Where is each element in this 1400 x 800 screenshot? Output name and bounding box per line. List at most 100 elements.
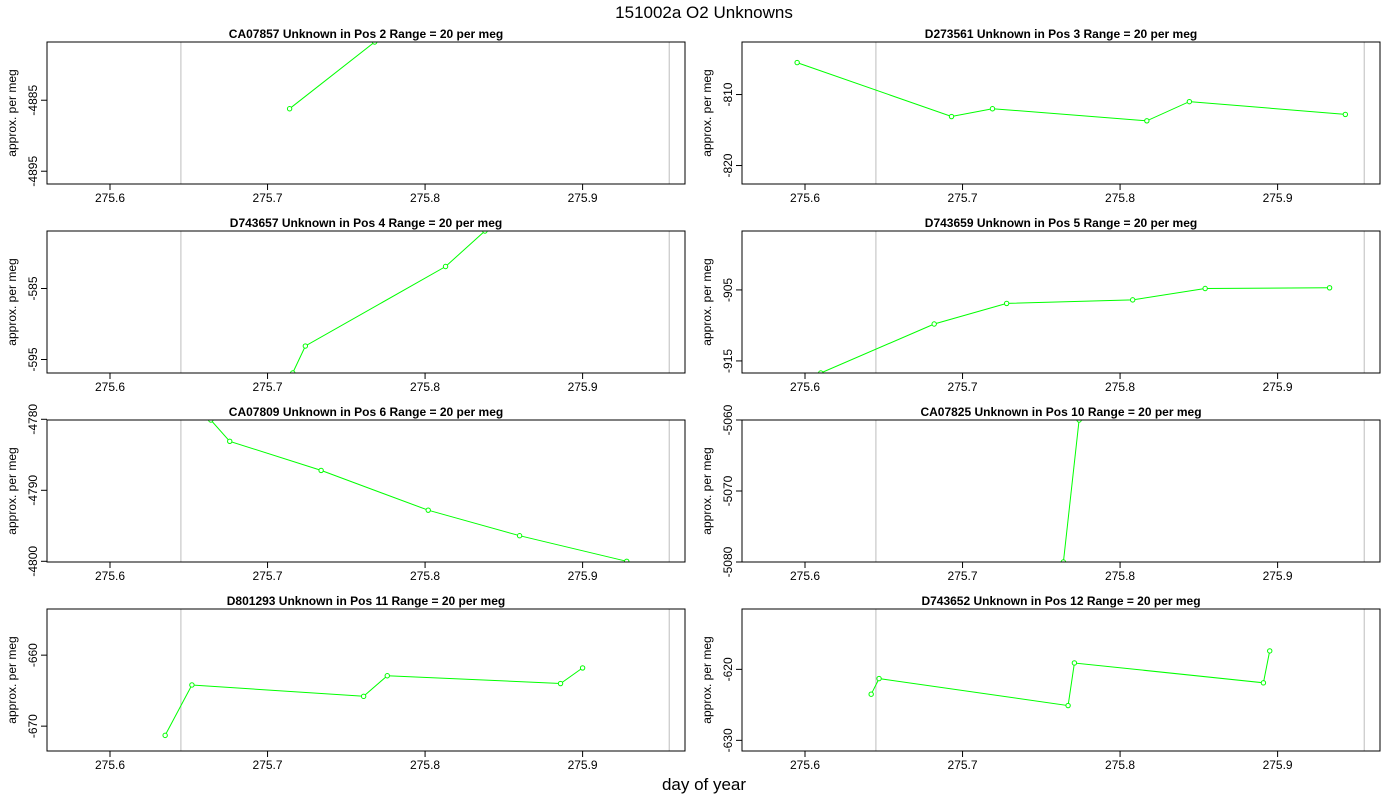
series-line <box>292 231 486 373</box>
data-point <box>624 558 630 562</box>
x-tick-label: 275.9 <box>568 380 598 394</box>
y-tick-label: -4800 <box>26 546 40 577</box>
panel-4: D743659 Unknown in Pos 5 Range = 20 per … <box>700 216 1381 394</box>
panel-title: D743652 Unknown in Pos 12 Range = 20 per… <box>921 594 1200 608</box>
plot-frame <box>46 41 686 185</box>
x-tick-label: 275.8 <box>1105 191 1135 205</box>
series-group <box>1060 420 1082 562</box>
plot-frame <box>741 230 1381 374</box>
x-tick-label: 275.6 <box>790 569 820 583</box>
plot-frame <box>741 419 1381 563</box>
data-point <box>1342 111 1349 118</box>
x-tick-label: 275.7 <box>948 569 978 583</box>
series-group <box>162 665 586 739</box>
panel-2: D273561 Unknown in Pos 3 Range = 20 per … <box>700 27 1381 205</box>
data-point <box>371 42 378 45</box>
x-tick-label: 275.8 <box>1105 380 1135 394</box>
data-point <box>384 673 390 679</box>
data-point <box>989 106 996 112</box>
y-axis-label: approx. per meg <box>700 447 714 534</box>
data-point <box>1202 285 1208 292</box>
panel-6: CA07825 Unknown in Pos 10 Range = 20 per… <box>700 404 1381 583</box>
x-tick-label: 275.8 <box>1105 569 1135 583</box>
figure-title: 151002a O2 Unknowns <box>615 3 793 22</box>
data-point <box>579 665 586 671</box>
data-point <box>1003 300 1010 307</box>
x-tick-label: 275.6 <box>95 758 125 772</box>
x-tick-label: 275.9 <box>568 191 598 205</box>
series-line <box>210 420 627 562</box>
data-point <box>189 682 195 688</box>
series-line <box>164 667 583 736</box>
y-tick-label: -905 <box>721 278 735 302</box>
panel-7: D801293 Unknown in Pos 11 Range = 20 per… <box>5 594 686 772</box>
data-point <box>1326 285 1333 291</box>
data-point <box>227 438 233 444</box>
data-point <box>557 680 564 687</box>
x-tick-label: 275.7 <box>253 758 283 772</box>
x-tick-label: 275.7 <box>948 191 978 205</box>
panel-5: CA07809 Unknown in Pos 6 Range = 20 per … <box>5 404 686 583</box>
x-tick-label: 275.9 <box>1263 191 1293 205</box>
data-point <box>948 113 955 120</box>
x-tick-label: 275.8 <box>410 380 440 394</box>
data-point <box>1260 680 1267 686</box>
y-tick-label: -595 <box>26 347 40 371</box>
data-point <box>360 693 367 700</box>
data-point <box>425 507 431 513</box>
x-tick-label: 275.7 <box>948 758 978 772</box>
data-point <box>516 533 523 539</box>
data-point <box>931 321 937 327</box>
panel-title: CA07825 Unknown in Pos 10 Range = 20 per… <box>920 405 1201 419</box>
series-group <box>286 42 378 112</box>
y-tick-label: -670 <box>26 714 40 738</box>
data-point <box>1267 648 1273 654</box>
series-line <box>1062 420 1080 562</box>
data-point <box>1144 118 1150 124</box>
x-tick-label: 275.6 <box>790 758 820 772</box>
x-tick-label: 275.9 <box>568 758 598 772</box>
data-point <box>794 59 800 66</box>
y-tick-label: -630 <box>721 728 735 752</box>
data-point <box>1186 98 1193 105</box>
data-point <box>1129 297 1136 303</box>
plot-frame <box>46 230 686 374</box>
y-axis-label: approx. per meg <box>700 69 714 156</box>
data-point <box>442 263 449 270</box>
x-tick-label: 275.9 <box>1263 569 1293 583</box>
data-point <box>208 420 214 423</box>
y-axis-label: approx. per meg <box>5 258 19 345</box>
panel-title: D801293 Unknown in Pos 11 Range = 20 per… <box>227 594 505 608</box>
x-tick-label: 275.9 <box>1263 380 1293 394</box>
y-axis-label: approx. per meg <box>700 636 714 723</box>
panel-title: CA07809 Unknown in Pos 6 Range = 20 per … <box>229 405 503 419</box>
series-line <box>820 287 1330 373</box>
y-tick-label: -4790 <box>26 475 40 506</box>
y-tick-label: -585 <box>26 276 40 300</box>
data-point <box>1076 420 1082 423</box>
x-tick-label: 275.8 <box>410 758 440 772</box>
series-group <box>818 285 1333 373</box>
y-tick-label: -4780 <box>26 404 40 435</box>
y-axis-label: approx. per meg <box>5 636 19 723</box>
panel-title: CA07857 Unknown in Pos 2 Range = 20 per … <box>229 27 503 41</box>
x-tick-label: 275.9 <box>1263 758 1293 772</box>
series-line <box>289 42 376 110</box>
series-group <box>208 420 630 562</box>
x-tick-label: 275.6 <box>790 191 820 205</box>
panel-title: D273561 Unknown in Pos 3 Range = 20 per … <box>925 27 1197 41</box>
x-tick-label: 275.8 <box>410 191 440 205</box>
data-point <box>302 343 309 349</box>
panel-1: CA07857 Unknown in Pos 2 Range = 20 per … <box>5 27 686 205</box>
y-tick-label: -915 <box>721 349 735 373</box>
y-tick-label: -620 <box>721 657 735 681</box>
panel-title: D743659 Unknown in Pos 5 Range = 20 per … <box>925 216 1197 230</box>
y-tick-label: -820 <box>721 153 735 177</box>
data-point <box>286 106 293 112</box>
series-line <box>870 650 1271 707</box>
x-axis-label: day of year <box>661 775 747 794</box>
y-axis-label: approx. per meg <box>700 258 714 345</box>
y-axis-label: approx. per meg <box>5 69 19 156</box>
y-tick-label: -4885 <box>26 85 40 116</box>
